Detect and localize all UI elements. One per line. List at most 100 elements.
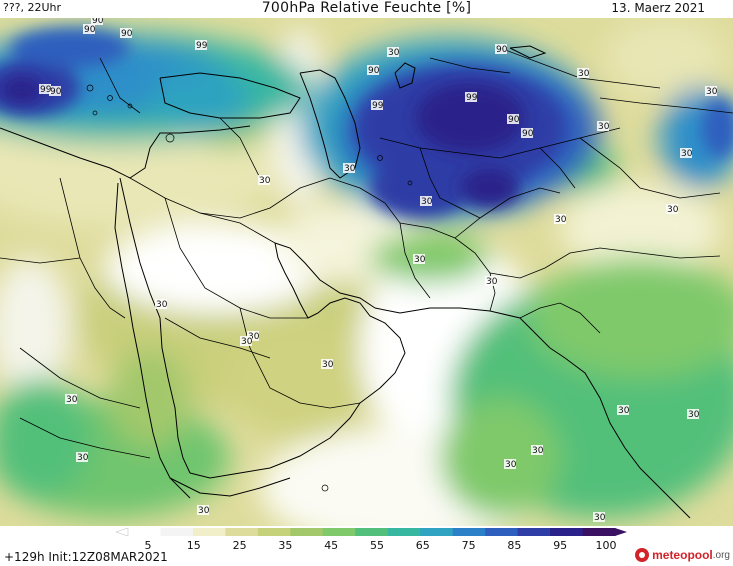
contour-labels: 90 90999090999999909090903030303030303030… [39, 18, 718, 523]
contour-label-bg [521, 128, 533, 138]
contour-label-bg [495, 44, 507, 54]
legend-swatch [192, 528, 226, 536]
contour-label-bg [507, 114, 519, 124]
contour-label-bg [155, 299, 167, 309]
contour-label: 90 [121, 29, 133, 39]
logo-tld: .org [712, 549, 730, 561]
contour-label-bg [258, 175, 270, 185]
contour-label: 30 [532, 446, 544, 456]
run-info: +129h Init:12Z08MAR2021 [4, 550, 168, 564]
contour-label-bg [321, 359, 333, 369]
contour-label: 30 [388, 48, 400, 58]
contour-label-bg [531, 445, 543, 455]
color-legend: 5 15 25 35 45 55 65 75 85 95 100 [0, 526, 733, 566]
contour-label: 30 [322, 360, 334, 370]
legend-swatch [128, 528, 161, 536]
legend-tick-label: 65 [416, 539, 430, 552]
contour-label: 30 [578, 69, 590, 79]
contour-label-bg [420, 196, 432, 206]
legend-swatch [485, 528, 519, 536]
contour-label-bg [39, 84, 51, 94]
contour-label: 30 [77, 453, 89, 463]
contour-label: 90 [496, 45, 508, 55]
legend-tick-label: 100 [596, 539, 617, 552]
contour-label-bg [413, 254, 425, 264]
contour-label-bg [617, 405, 629, 415]
contour-label: 99 [196, 41, 208, 51]
contour-label: 99 [40, 85, 52, 95]
contour-label: 30 [414, 255, 426, 265]
contour-label: 30 [618, 406, 630, 416]
contour-label: 90 [50, 87, 62, 97]
contour-label-bg [554, 214, 566, 224]
map-title: 700hPa Relative Feuchte [%] [261, 0, 472, 16]
legend-tick-label: 5 [145, 539, 152, 552]
header: ???, 22Uhr 700hPa Relative Feuchte [%] 1… [0, 0, 733, 18]
contour-label-bg [504, 459, 516, 469]
meteopool-logo[interactable]: meteopool .org [635, 545, 730, 565]
contour-label: 30 [505, 460, 517, 470]
contour-label-bg [240, 336, 252, 346]
contour-label: 30 [486, 277, 498, 287]
contour-label-bg [367, 65, 379, 75]
map-canvas: 90 90999090999999909090903030303030303030… [0, 18, 733, 526]
humidity-field [0, 18, 733, 526]
legend-swatch [550, 528, 584, 536]
contour-label-bg [49, 86, 61, 96]
contour-label-bg [247, 331, 259, 341]
contour-label: 30 [598, 122, 610, 132]
legend-low-cap [115, 527, 129, 537]
contour-label-bg [76, 452, 88, 462]
legend-bar: 5 15 25 35 45 55 65 75 85 95 100 [115, 527, 627, 552]
legend-swatch [160, 528, 194, 536]
contour-label-bg [687, 409, 699, 419]
contour-label: 30 [156, 300, 168, 310]
contour-label-bg [597, 121, 609, 131]
contour-label: 90 [84, 25, 96, 35]
legend-swatch [225, 528, 259, 536]
contour-label: 30 [688, 410, 700, 420]
contour-label: 90 [368, 66, 380, 76]
contour-label-bg [83, 24, 95, 34]
legend-tick-label: 35 [278, 539, 292, 552]
humidity-map: 90 90 99 90 90 99 99 99 90 90 90 90 30 30 30 30 30 30 30 30… [0, 18, 733, 526]
valid-date: 13. Maerz 2021 [611, 1, 705, 15]
contour-label: 30 [681, 149, 693, 159]
contour-label-bg [387, 47, 399, 57]
valid-time-label: ???, 22Uhr [3, 1, 62, 14]
contour-label-bg [705, 86, 717, 96]
contour-label: 30 [421, 197, 433, 207]
legend-tick-label: 95 [553, 539, 567, 552]
contour-label: 99 [372, 101, 384, 111]
legend-swatch [452, 528, 486, 536]
coastlines [0, 45, 691, 519]
contour-label-bg [65, 394, 77, 404]
contour-label-bg [371, 100, 383, 110]
contour-label: 30 [198, 506, 210, 516]
contour-label: 30 [594, 513, 606, 523]
legend-swatch [290, 528, 324, 536]
contour-label: 99 [466, 93, 478, 103]
contour-label-bg [197, 505, 209, 515]
legend-tick-label: 85 [507, 539, 521, 552]
contour-label: 30 [241, 337, 253, 347]
contour-label-bg [577, 68, 589, 78]
legend-swatch [355, 528, 389, 536]
contour-label-bg [666, 204, 678, 214]
islands [86, 84, 413, 492]
legend-high-cap [615, 528, 627, 536]
logo-icon [635, 548, 650, 562]
legend-tick-label: 25 [233, 539, 247, 552]
contour-label-bg [680, 148, 692, 158]
contour-label: 30 [248, 332, 260, 342]
contour-label: 30 [344, 164, 356, 174]
legend-tick-label: 45 [324, 539, 338, 552]
legend-tick-label: 15 [187, 539, 201, 552]
legend-swatch [420, 528, 454, 536]
legend-swatch [582, 528, 616, 536]
country-borders [0, 47, 733, 459]
legend-swatch [517, 528, 551, 536]
contour-label: 30 [667, 205, 679, 215]
contour-label: 90 [92, 18, 104, 26]
contour-label-bg [465, 92, 477, 102]
